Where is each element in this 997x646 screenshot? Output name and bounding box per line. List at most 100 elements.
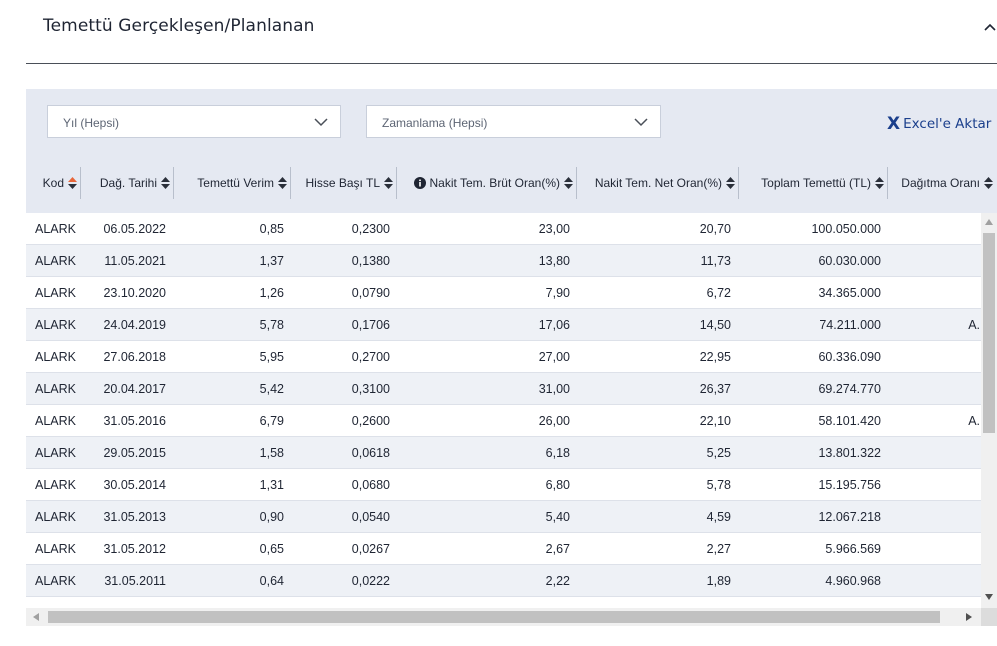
cell-payout-ratio	[881, 469, 980, 501]
cell-gross-ratio: 2,67	[545, 542, 570, 556]
column-header-total[interactable]: Toplam Temettü (TL)	[739, 153, 888, 213]
cell-code: ALARK	[35, 254, 76, 268]
cell-code: ALARK	[35, 414, 76, 428]
cell-payout-ratio	[881, 501, 980, 533]
column-header-label: Kod	[42, 176, 64, 190]
cell-per-share: 0,0267	[351, 542, 390, 556]
table-row[interactable]: ALARK 31.05.2011 0,64 0,0222 2,22 1,89 4.960.9…	[26, 564, 981, 597]
cell-per-share: 0,0618	[351, 446, 390, 460]
cell-gross-ratio: 31,00	[538, 382, 570, 396]
chevron-down-icon	[634, 118, 648, 127]
column-header-gross-ratio[interactable]: Nakit Tem. Brüt Oran(%)	[397, 153, 577, 213]
cell-yield: 1,26	[259, 286, 284, 300]
cell-date: 31.05.2016	[103, 414, 166, 428]
column-header-date[interactable]: Dağ. Tarihi	[81, 153, 174, 213]
info-icon[interactable]	[413, 177, 426, 189]
cell-payout-ratio	[881, 245, 980, 277]
cell-date: 11.05.2021	[104, 254, 166, 268]
cell-payout-ratio	[881, 597, 980, 608]
column-header-code[interactable]: Kod	[34, 153, 81, 213]
cell-gross-ratio: 6,80	[545, 478, 570, 492]
column-separator[interactable]	[887, 167, 888, 199]
cell-total: 60.336.090	[818, 350, 881, 364]
header-divider	[26, 63, 997, 64]
cell-total: 13.801.322	[818, 446, 881, 460]
sort-icon[interactable]	[875, 176, 884, 190]
sort-icon[interactable]	[161, 176, 170, 190]
cell-total: 4.960.968	[825, 574, 881, 588]
sort-icon[interactable]	[384, 176, 393, 190]
column-separator[interactable]	[173, 167, 174, 199]
table-row[interactable]: ALARK 31.05.2016 6,79 0,2600 26,00 22,10 58.10…	[26, 404, 981, 437]
table-row[interactable]: ALARK 31.05.2013 0,90 0,0540 5,40 4,59 12.067.…	[26, 500, 981, 533]
cell-code: ALARK	[35, 542, 76, 556]
table-row[interactable]: ALARK 24.04.2019 5,78 0,1706 17,06 14,50 74.21…	[26, 308, 981, 341]
table-row[interactable]: ALARK 29.05.2015 1,58 0,0618 6,18 5,25 13.801.…	[26, 436, 981, 469]
column-header-label: Hisse Başı TL	[305, 176, 380, 190]
sort-icon[interactable]	[278, 176, 287, 190]
column-header-yield[interactable]: Temettü Verim	[174, 153, 291, 213]
cell-net-ratio: 22,95	[699, 350, 731, 364]
table-row[interactable]: ALARK31.05.20100,460,01601,601,463.569.3…	[26, 596, 981, 608]
vertical-scrollbar[interactable]	[981, 213, 997, 608]
timing-filter-select[interactable]: Zamanlama (Hepsi)	[366, 105, 661, 138]
column-separator[interactable]	[396, 167, 397, 199]
excel-export-button[interactable]: X Excel'e Aktar	[887, 114, 991, 134]
table-row[interactable]: ALARK 23.10.2020 1,26 0,0790 7,90 6,72 34.365.…	[26, 276, 981, 309]
table-row[interactable]: ALARK 30.05.2014 1,31 0,0680 6,80 5,78 15.195.…	[26, 468, 981, 501]
cell-yield: 1,58	[259, 446, 284, 460]
sort-icon[interactable]	[564, 176, 573, 190]
cell-date: 31.05.2010	[73, 597, 166, 608]
horizontal-scrollbar[interactable]	[26, 608, 981, 626]
cell-gross-ratio: 23,00	[538, 222, 570, 236]
cell-net-ratio: 11,73	[700, 254, 731, 268]
column-separator[interactable]	[576, 167, 577, 199]
cell-total: 12.067.218	[818, 510, 881, 524]
cell-net-ratio: 26,37	[699, 382, 731, 396]
cell-per-share: 0,1380	[351, 254, 390, 268]
table-row[interactable]: ALARK 06.05.2022 0,85 0,2300 23,00 20,70 100.0…	[26, 213, 981, 245]
scroll-down-icon[interactable]	[985, 594, 993, 600]
scroll-left-icon[interactable]	[33, 613, 39, 621]
cell-yield: 0,90	[259, 510, 284, 524]
column-header-net-ratio[interactable]: Nakit Tem. Net Oran(%)	[577, 153, 739, 213]
scroll-right-icon[interactable]	[966, 613, 972, 621]
cell-total: 58.101.420	[818, 414, 881, 428]
cell-date: 31.05.2013	[103, 510, 166, 524]
vertical-scroll-thumb[interactable]	[983, 233, 995, 433]
column-separator[interactable]	[738, 167, 739, 199]
table-row[interactable]: ALARK 20.04.2017 5,42 0,3100 31,00 26,37 69.27…	[26, 372, 981, 405]
cell-total: 3.569.360	[731, 597, 881, 608]
year-filter-select[interactable]: Yıl (Hepsi)	[47, 105, 341, 138]
cell-yield: 0,65	[259, 542, 284, 556]
year-filter-label: Yıl (Hepsi)	[63, 116, 120, 130]
table-row[interactable]: ALARK 27.06.2018 5,95 0,2700 27,00 22,95 60.33…	[26, 340, 981, 373]
cell-total: 60.030.000	[818, 254, 881, 268]
column-header-payout-ratio[interactable]: Dağıtma Oranı	[888, 153, 997, 213]
cell-payout-ratio	[881, 341, 980, 373]
table-row[interactable]: ALARK 11.05.2021 1,37 0,1380 13,80 11,73 60.03…	[26, 244, 981, 277]
cell-per-share: 0,2700	[351, 350, 390, 364]
scroll-up-icon[interactable]	[985, 219, 993, 225]
column-header-per-share[interactable]: Hisse Başı TL	[291, 153, 397, 213]
cell-yield: 5,78	[259, 318, 284, 332]
cell-per-share: 0,2600	[351, 414, 390, 428]
sort-icon[interactable]	[984, 176, 993, 190]
cell-total: 34.365.000	[818, 286, 881, 300]
horizontal-scroll-thumb[interactable]	[48, 611, 940, 623]
cell-code: ALARK	[35, 574, 76, 588]
sort-icon[interactable]	[726, 176, 735, 190]
cell-yield: 0,85	[259, 222, 284, 236]
cell-code: ALARK	[35, 318, 76, 332]
column-separator[interactable]	[290, 167, 291, 199]
chevron-down-icon	[314, 118, 328, 127]
cell-date: 31.05.2012	[103, 542, 166, 556]
cell-yield: 0,46	[166, 597, 284, 608]
table-row[interactable]: ALARK 31.05.2012 0,65 0,0267 2,67 2,27 5.966.5…	[26, 532, 981, 565]
column-separator[interactable]	[80, 167, 81, 199]
chevron-up-icon[interactable]	[983, 20, 997, 34]
cell-per-share: 0,3100	[351, 382, 390, 396]
sort-icon[interactable]	[68, 176, 77, 190]
cell-date: 30.05.2014	[103, 478, 166, 492]
cell-gross-ratio: 7,90	[545, 286, 570, 300]
